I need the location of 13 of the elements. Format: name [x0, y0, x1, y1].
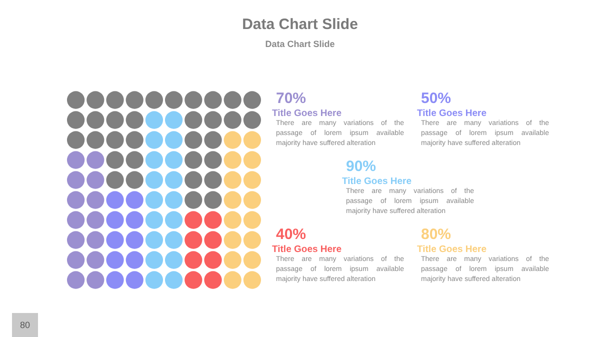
- text: Title Goes Here: [417, 108, 488, 119]
- text: Title Goes Here: [342, 176, 413, 187]
- text: 80: [12, 313, 38, 337]
- text: Title Goes Here: [417, 244, 488, 255]
- data-label: 40%: [275, 226, 308, 243]
- data-label: 50%: [420, 90, 452, 107]
- data-label: 90%: [345, 158, 378, 175]
- text: Data Chart Slide: [241, 16, 359, 33]
- text: Title Goes Here: [272, 108, 343, 119]
- data-label: 80%: [420, 226, 452, 243]
- text: Title Goes Here: [272, 244, 343, 255]
- data-label: 70%: [275, 90, 308, 107]
- text: Data Chart Slide: [264, 39, 336, 49]
